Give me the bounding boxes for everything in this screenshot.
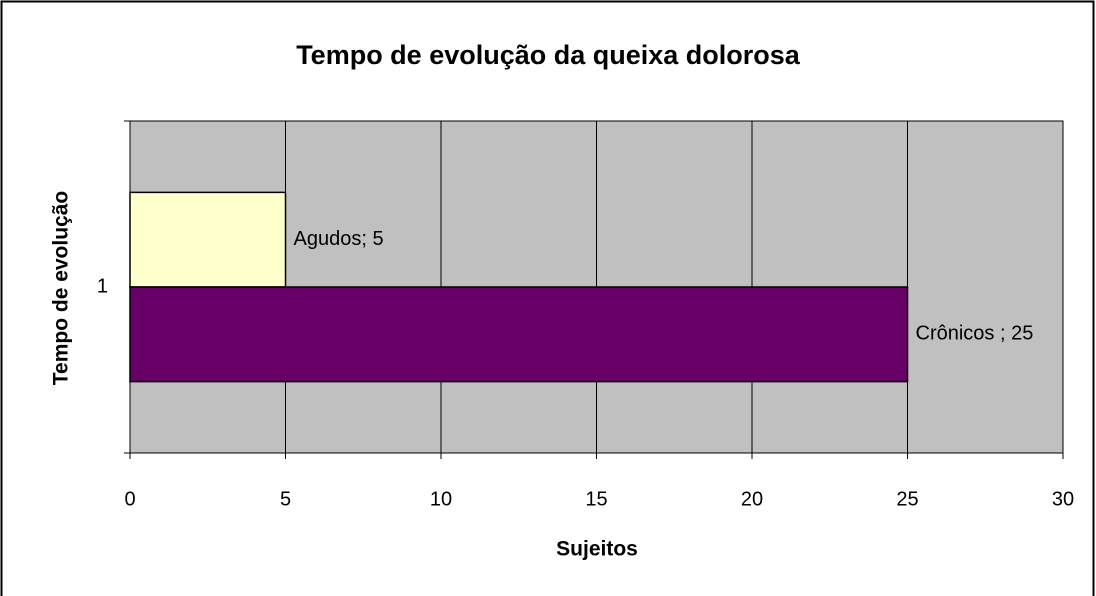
chart-title: Tempo de evolução da queixa dolorosa — [296, 40, 801, 70]
data-label: Agudos; 5 — [294, 228, 384, 250]
data-label: Crônicos ; 25 — [916, 323, 1034, 345]
x-tick-label: 20 — [741, 488, 763, 510]
bar — [129, 191, 287, 288]
y-tick-label: 1 — [97, 275, 108, 297]
x-tick-label: 0 — [124, 488, 135, 510]
x-tick-label: 30 — [1052, 488, 1074, 510]
bar — [129, 286, 909, 383]
x-tick-label: 15 — [585, 488, 607, 510]
y-axis-title: Tempo de evolução — [50, 191, 73, 386]
x-axis-title: Sujeitos — [556, 538, 638, 561]
x-tick-label: 5 — [280, 488, 291, 510]
x-tick-label: 10 — [430, 488, 452, 510]
x-tick-label: 25 — [896, 488, 918, 510]
